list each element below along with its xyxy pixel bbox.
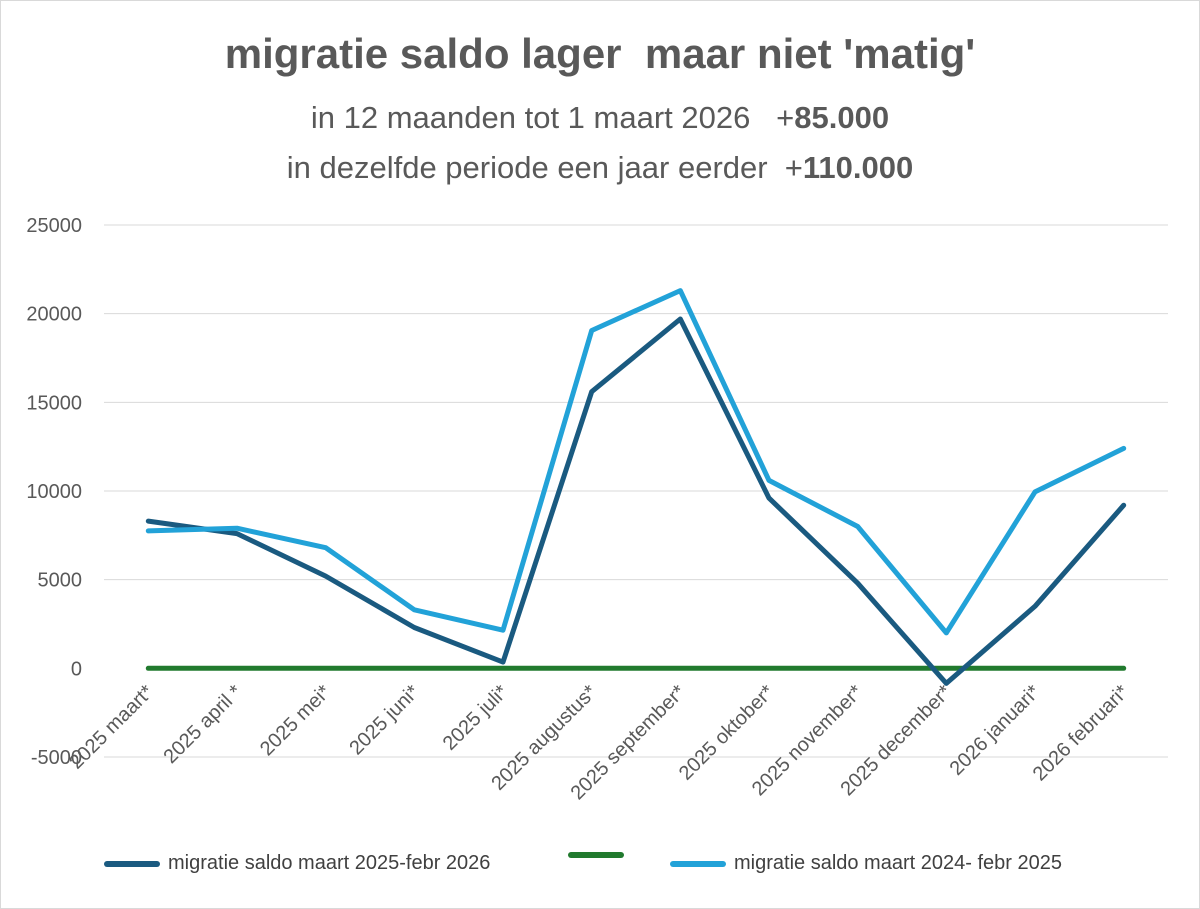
y-tick-label: 15000 [26,392,82,414]
x-tick-label: 2025 april * [159,681,246,768]
legend-label-series-3: migratie saldo maart 2024- febr 2025 [734,852,1062,874]
x-tick-label: 2026 januari* [946,681,1045,780]
y-tick-label: 0 [71,658,82,680]
chart-subtitle-line-2: in dezelfde periode een jaar eerder +110… [0,150,1200,186]
y-tick-label: 5000 [38,570,83,592]
legend-item-series-3: migratie saldo maart 2024- febr 2025 [670,852,1062,875]
x-tick-label: 2025 juli* [439,681,513,755]
legend-swatch-series-3 [670,860,726,867]
legend-item-series-2 [568,852,632,858]
y-tick-label: 20000 [26,304,82,326]
chart-title: migratie saldo lager maar niet 'matig' [224,30,976,77]
x-tick-label: 2025 juni* [345,681,424,760]
subtitle-2-text: in dezelfde periode een jaar eerder + [286,150,803,185]
subtitle-2-value: 110.000 [802,150,914,185]
y-tick-label: 10000 [26,481,82,503]
legend-swatch-series-2 [568,852,624,858]
series-line-1 [145,316,1127,686]
legend-swatch-series-1 [104,860,160,867]
subtitle-1-text: in 12 maanden tot 1 maart 2026 + [310,100,795,135]
chart-subtitle-line-1: in 12 maanden tot 1 maart 2026 +85.000 [0,100,1200,136]
subtitle-1-value: 85.000 [794,100,890,135]
legend-label-series-1: migratie saldo maart 2025-febr 2026 [168,852,491,874]
legend-item-series-1: migratie saldo maart 2025-febr 2026 [104,852,490,875]
y-tick-label: -5000 [31,747,82,769]
y-tick-label: 25000 [26,215,82,237]
x-tick-label: 2025 maart* [65,681,158,774]
x-tick-label: 2025 mei* [256,681,335,760]
series-line-3 [145,288,1127,636]
